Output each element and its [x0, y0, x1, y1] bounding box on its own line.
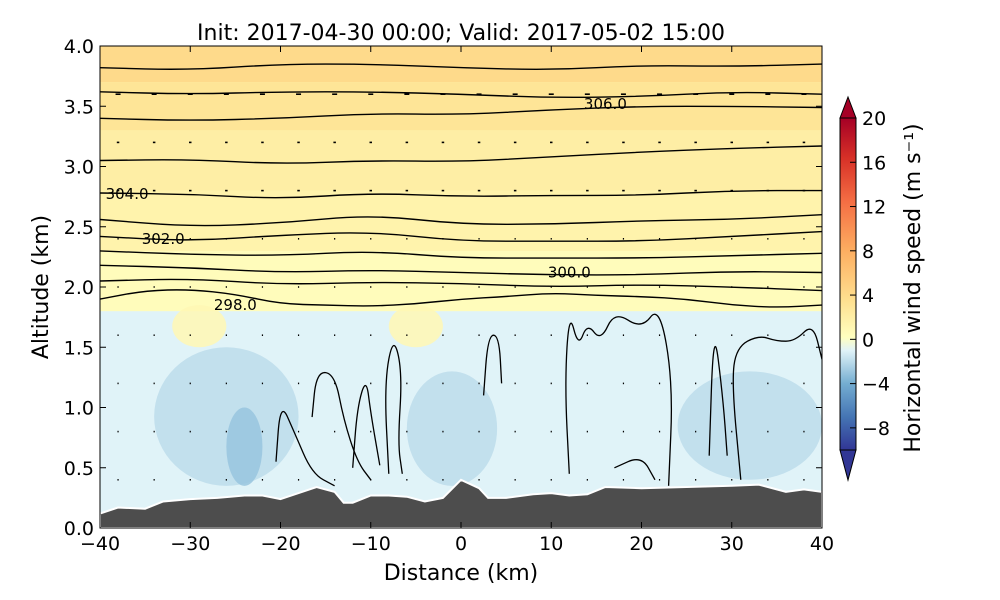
y-tick-label: 0.0 [64, 518, 94, 540]
contour-label: 300.0 [548, 264, 591, 282]
y-tick-label: 0.5 [64, 458, 94, 480]
x-tick-label: 20 [629, 533, 653, 555]
colorbar-tick-label: 0 [862, 329, 874, 351]
colorbar: 20 16 12 8 4 0 −4 −8 Horizontal wind speed (m s… [839, 95, 926, 482]
x-tick-label: −20 [260, 533, 300, 555]
wind-patch [172, 305, 227, 348]
x-tick-label: −40 [80, 533, 120, 555]
y-tick-label: 2.0 [64, 277, 94, 299]
cell-contour-line [482, 334, 503, 396]
contour-label: 298.0 [214, 296, 257, 314]
cell-contours [275, 313, 822, 487]
contour-label: 306.0 [584, 95, 627, 113]
x-tick-label: −30 [170, 533, 210, 555]
x-tick-label: 0 [455, 533, 467, 555]
theta-contours: 298.0 300.0 302.0 304.0 306.0 [100, 63, 822, 314]
theta-contour-line [100, 230, 822, 242]
theta-contour-line [100, 289, 822, 308]
wind-band [100, 190, 822, 251]
y-tick-label: 1.0 [64, 398, 94, 420]
x-tick-label: 40 [810, 533, 834, 555]
wind-speed-patches [154, 305, 822, 486]
x-axis: −40 −30 −20 −10 0 10 20 30 40 [80, 46, 834, 555]
chart-title: Init: 2017-04-30 00:00; Valid: 2017-05-0… [197, 21, 725, 46]
terrain [100, 478, 822, 528]
colorbar-tick-label: −4 [862, 374, 890, 396]
wind-patch [406, 371, 498, 486]
colorbar-ticks: 20 16 12 8 4 0 −4 −8 [850, 108, 890, 440]
colorbar-tick-label: 20 [862, 108, 886, 130]
colorbar-tick-label: 8 [862, 241, 874, 263]
cell-contour-line [565, 313, 673, 486]
y-axis: 0.0 0.5 1.0 1.5 2.0 2.5 3.0 3.5 4.0 [64, 36, 822, 540]
theta-contour-line [100, 63, 822, 70]
theta-contour-line [100, 105, 822, 121]
cell-contour-line [614, 459, 656, 481]
theta-contour-line [100, 145, 822, 164]
cell-contour-line [311, 371, 372, 481]
wind-patch [226, 407, 263, 486]
y-tick-label: 4.0 [64, 36, 94, 58]
y-axis-label: Altitude (km) [29, 215, 54, 359]
colorbar-bar [839, 117, 857, 451]
colorbar-tick-label: 16 [862, 152, 886, 174]
cell-contour-line [708, 345, 728, 456]
cell-contour-line [732, 328, 822, 480]
theta-contour-line [100, 278, 822, 292]
theta-contour-line [100, 189, 822, 199]
colorbar-tick-label: 12 [862, 197, 886, 219]
colorbar-tick-label: −8 [862, 418, 890, 440]
theta-contour-line [100, 250, 822, 259]
theta-contour-line [100, 91, 822, 99]
contour-label: 304.0 [106, 185, 149, 203]
wind-patch [388, 305, 443, 348]
x-tick-label: −10 [351, 533, 391, 555]
wind-patch [154, 347, 299, 486]
colorbar-label: Horizontal wind speed (m s⁻¹) [901, 123, 926, 452]
cell-contour-line [385, 345, 403, 474]
y-tick-label: 2.5 [64, 217, 94, 239]
theta-contour-line [100, 214, 822, 227]
wind-patch [677, 371, 822, 480]
colorbar-tick-label: 4 [862, 285, 874, 307]
wind-band [100, 46, 822, 83]
cell-contour-line [275, 410, 335, 487]
wind-vectors [115, 93, 807, 481]
cell-contour-line [352, 385, 381, 468]
x-axis-label: Distance (km) [384, 561, 539, 586]
x-tick-label: 10 [539, 533, 563, 555]
y-tick-label: 3.0 [64, 157, 94, 179]
colorbar-extend-top [839, 95, 857, 119]
x-tick-label: 30 [720, 533, 744, 555]
plot-area: 298.0 300.0 302.0 304.0 306.0 [100, 46, 822, 528]
theta-contour-line [100, 264, 822, 276]
y-tick-label: 3.5 [64, 96, 94, 118]
colorbar-extend-bottom [839, 449, 857, 482]
y-tick-label: 1.5 [64, 337, 94, 359]
contour-label: 302.0 [142, 230, 185, 248]
